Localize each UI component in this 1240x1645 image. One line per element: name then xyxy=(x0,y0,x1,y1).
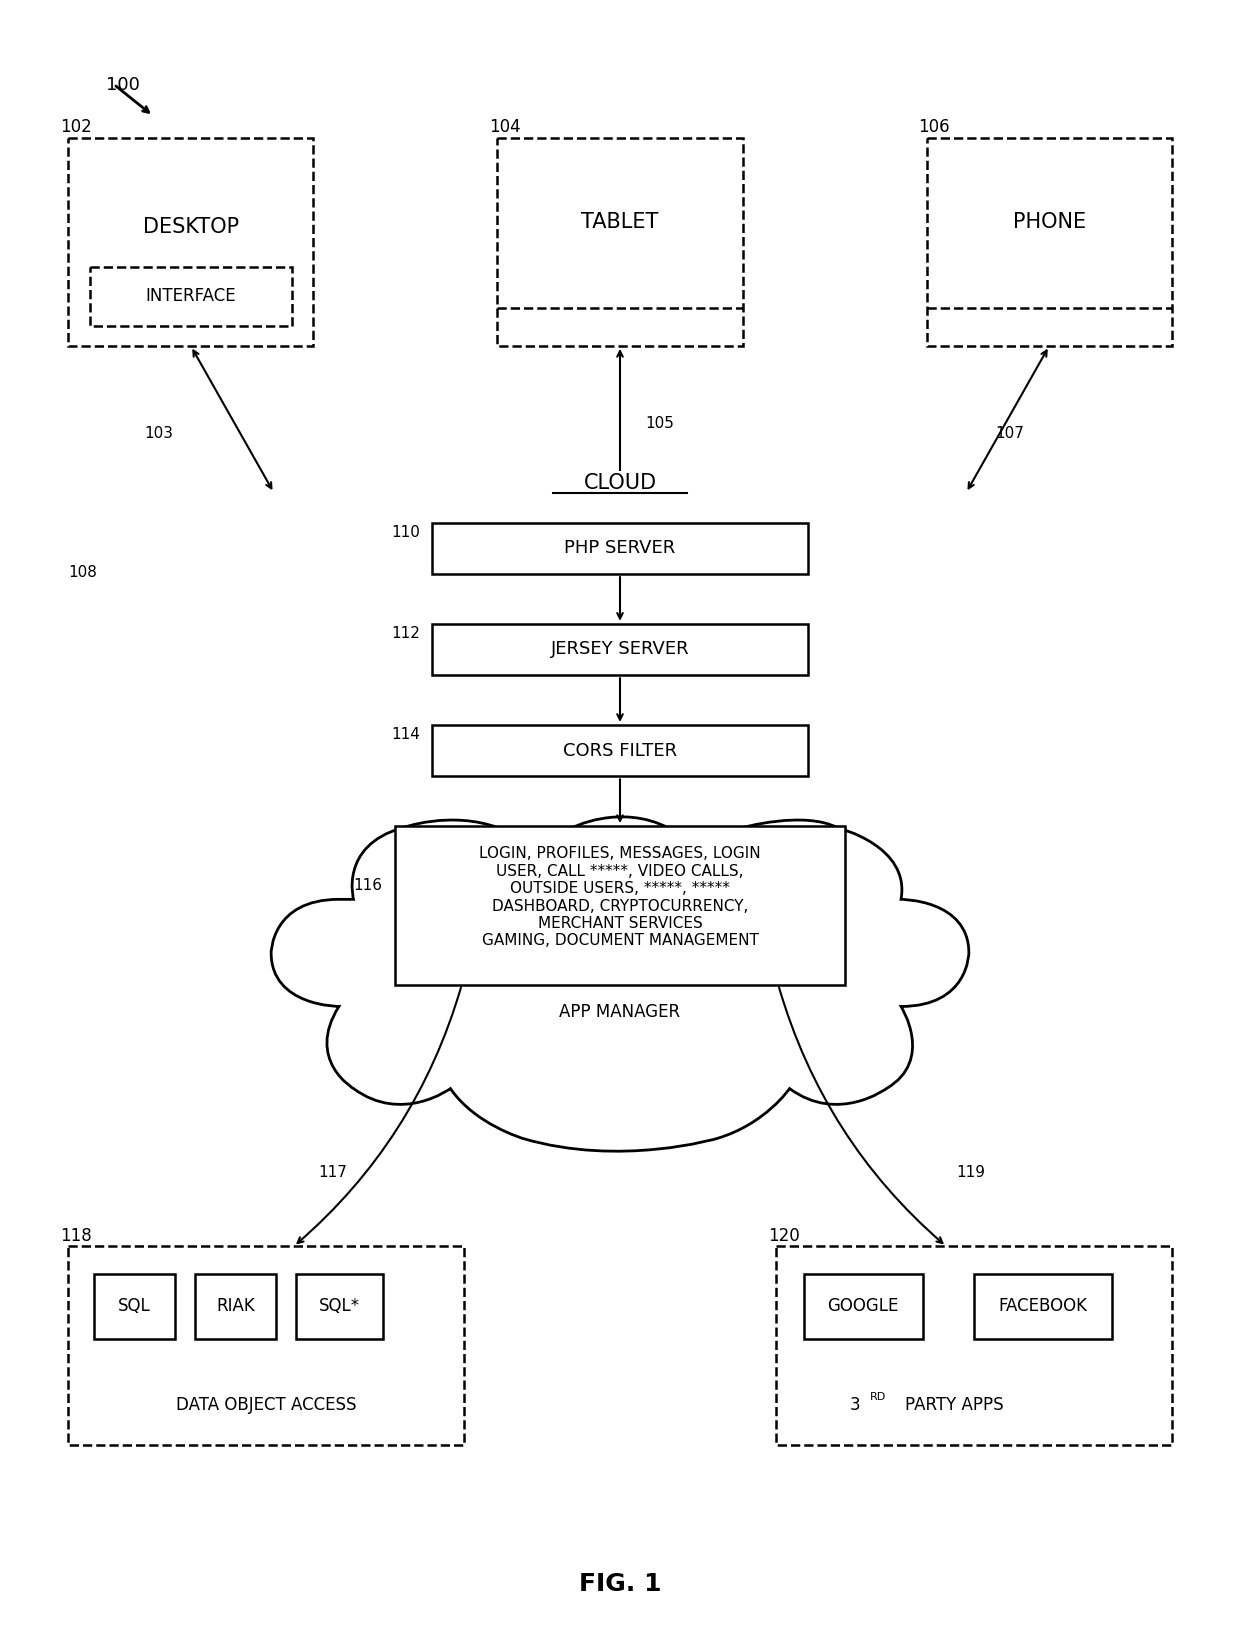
Bar xyxy=(432,725,808,776)
Text: PHONE: PHONE xyxy=(1013,212,1086,232)
Text: 114: 114 xyxy=(392,727,420,742)
Text: 105: 105 xyxy=(646,416,675,431)
Text: RD: RD xyxy=(870,1392,887,1402)
Bar xyxy=(94,1275,175,1339)
Bar xyxy=(973,1275,1112,1339)
PathPatch shape xyxy=(272,818,968,1152)
Text: 120: 120 xyxy=(769,1227,800,1245)
Text: DATA OBJECT ACCESS: DATA OBJECT ACCESS xyxy=(176,1397,356,1415)
Bar xyxy=(432,523,808,574)
Text: 116: 116 xyxy=(353,878,383,893)
Text: GOOGLE: GOOGLE xyxy=(827,1298,899,1316)
Text: 104: 104 xyxy=(490,118,521,137)
Text: DESKTOP: DESKTOP xyxy=(143,217,239,237)
Text: PHP SERVER: PHP SERVER xyxy=(564,540,676,558)
Text: RIAK: RIAK xyxy=(216,1298,254,1316)
Text: LOGIN, PROFILES, MESSAGES, LOGIN
USER, CALL *****, VIDEO CALLS,
OUTSIDE USERS, *: LOGIN, PROFILES, MESSAGES, LOGIN USER, C… xyxy=(479,847,761,949)
Bar xyxy=(432,623,808,674)
Bar xyxy=(295,1275,383,1339)
Text: CORS FILTER: CORS FILTER xyxy=(563,742,677,760)
Text: PARTY APPS: PARTY APPS xyxy=(905,1397,1003,1415)
Text: 110: 110 xyxy=(392,525,420,540)
Text: 102: 102 xyxy=(61,118,92,137)
Text: 100: 100 xyxy=(105,76,140,94)
Text: CLOUD: CLOUD xyxy=(584,472,656,494)
Text: 108: 108 xyxy=(68,564,97,579)
Text: 103: 103 xyxy=(144,426,174,441)
Bar xyxy=(776,1247,1172,1444)
Text: JERSEY SERVER: JERSEY SERVER xyxy=(551,640,689,658)
Text: 119: 119 xyxy=(956,1165,986,1179)
Text: 106: 106 xyxy=(919,118,950,137)
Bar xyxy=(195,1275,275,1339)
Bar xyxy=(926,138,1172,345)
Text: SQL: SQL xyxy=(118,1298,151,1316)
Text: APP MANAGER: APP MANAGER xyxy=(559,1003,681,1022)
Bar xyxy=(394,826,846,985)
Text: 107: 107 xyxy=(996,426,1024,441)
Bar xyxy=(68,1247,464,1444)
Bar xyxy=(804,1275,923,1339)
Text: 118: 118 xyxy=(61,1227,92,1245)
Text: FACEBOOK: FACEBOOK xyxy=(998,1298,1087,1316)
Text: SQL*: SQL* xyxy=(319,1298,360,1316)
Text: TABLET: TABLET xyxy=(582,212,658,232)
Bar xyxy=(497,138,743,345)
Text: 3: 3 xyxy=(851,1397,861,1415)
Text: FIG. 1: FIG. 1 xyxy=(579,1571,661,1596)
Text: 112: 112 xyxy=(392,627,420,642)
Bar xyxy=(68,138,314,345)
Text: INTERFACE: INTERFACE xyxy=(145,288,236,306)
Bar xyxy=(91,266,291,326)
Text: 117: 117 xyxy=(319,1165,347,1179)
